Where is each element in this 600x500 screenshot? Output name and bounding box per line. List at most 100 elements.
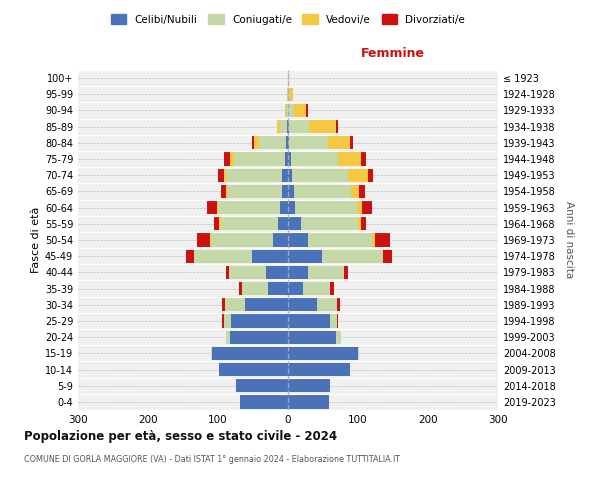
Bar: [197, 234, 209, 246]
Bar: [288, 88, 289, 101]
Text: COMUNE DI GORLA MAGGIORE (VA) - Dati ISTAT 1° gennaio 2024 - Elaborazione TUTTIT: COMUNE DI GORLA MAGGIORE (VA) - Dati IST…: [24, 455, 400, 464]
Bar: [288, 168, 292, 182]
Bar: [288, 346, 358, 360]
Bar: [225, 298, 245, 312]
Bar: [186, 250, 194, 263]
Bar: [361, 217, 367, 230]
Bar: [209, 234, 211, 246]
Bar: [335, 330, 341, 344]
Bar: [212, 346, 288, 360]
Y-axis label: Fasce di età: Fasce di età: [31, 207, 41, 273]
Bar: [220, 217, 221, 230]
Bar: [286, 104, 288, 117]
Bar: [245, 298, 288, 312]
Bar: [224, 152, 230, 166]
Bar: [278, 217, 288, 230]
Bar: [288, 234, 308, 246]
Bar: [259, 136, 286, 149]
Bar: [288, 72, 289, 85]
Bar: [239, 282, 242, 295]
Bar: [254, 136, 259, 149]
Bar: [242, 282, 268, 295]
Bar: [288, 363, 350, 376]
Bar: [330, 282, 334, 295]
Bar: [222, 314, 224, 328]
Bar: [375, 234, 390, 246]
Bar: [194, 250, 251, 263]
Bar: [234, 152, 284, 166]
Bar: [241, 396, 288, 408]
Bar: [287, 120, 288, 134]
Bar: [288, 250, 322, 263]
Bar: [301, 217, 358, 230]
Bar: [286, 136, 288, 149]
Bar: [211, 346, 212, 360]
Bar: [288, 152, 291, 166]
Bar: [230, 314, 288, 328]
Bar: [288, 330, 335, 344]
Bar: [289, 136, 328, 149]
Bar: [284, 104, 286, 117]
Bar: [317, 298, 337, 312]
Bar: [222, 298, 225, 312]
Bar: [277, 120, 280, 134]
Bar: [288, 217, 301, 230]
Bar: [217, 201, 218, 214]
Bar: [289, 88, 293, 101]
Bar: [220, 363, 288, 376]
Bar: [348, 168, 368, 182]
Bar: [214, 217, 220, 230]
Bar: [226, 168, 283, 182]
Bar: [288, 314, 330, 328]
Bar: [211, 234, 272, 246]
Bar: [293, 185, 351, 198]
Bar: [351, 185, 359, 198]
Bar: [283, 168, 288, 182]
Bar: [292, 168, 348, 182]
Bar: [288, 104, 293, 117]
Bar: [295, 201, 356, 214]
Bar: [288, 185, 293, 198]
Bar: [383, 250, 392, 263]
Bar: [337, 298, 340, 312]
Bar: [308, 234, 372, 246]
Bar: [221, 185, 226, 198]
Bar: [283, 185, 288, 198]
Bar: [293, 104, 306, 117]
Bar: [288, 136, 289, 149]
Bar: [338, 152, 361, 166]
Bar: [368, 168, 373, 182]
Bar: [344, 266, 347, 279]
Bar: [361, 152, 367, 166]
Bar: [309, 120, 335, 134]
Bar: [251, 250, 288, 263]
Bar: [288, 266, 308, 279]
Bar: [288, 298, 317, 312]
Bar: [362, 201, 372, 214]
Bar: [288, 396, 329, 408]
Bar: [218, 168, 224, 182]
Bar: [218, 201, 280, 214]
Text: Femmine: Femmine: [361, 47, 425, 60]
Bar: [356, 201, 362, 214]
Bar: [230, 330, 288, 344]
Bar: [350, 136, 353, 149]
Bar: [235, 379, 288, 392]
Bar: [288, 379, 330, 392]
Bar: [224, 168, 226, 182]
Legend: Celibi/Nubili, Coniugati/e, Vedovi/e, Divorziati/e: Celibi/Nubili, Coniugati/e, Vedovi/e, Di…: [107, 10, 469, 29]
Bar: [224, 314, 230, 328]
Bar: [322, 250, 383, 263]
Bar: [252, 136, 254, 149]
Bar: [221, 217, 278, 230]
Bar: [291, 152, 338, 166]
Bar: [335, 120, 338, 134]
Bar: [358, 346, 359, 360]
Bar: [308, 266, 344, 279]
Bar: [372, 234, 375, 246]
Bar: [306, 104, 308, 117]
Bar: [288, 120, 289, 134]
Bar: [226, 266, 229, 279]
Bar: [337, 314, 338, 328]
Bar: [272, 234, 288, 246]
